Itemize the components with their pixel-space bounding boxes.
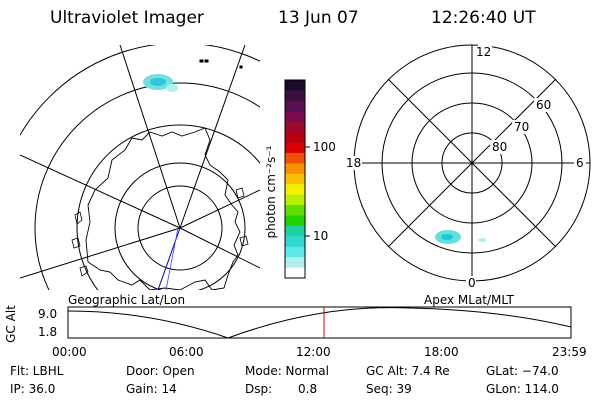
coastline bbox=[85, 127, 241, 290]
noon-meridian bbox=[157, 227, 181, 290]
meridian-line bbox=[179, 45, 246, 229]
glat-status: GLat: −74.0 bbox=[486, 364, 559, 378]
x-tick-label: 12:00 bbox=[296, 345, 331, 359]
latitude-circle bbox=[137, 185, 223, 271]
label-bg bbox=[534, 98, 554, 112]
gain-status: Gain: 14 bbox=[126, 382, 177, 396]
meridian-line bbox=[20, 227, 181, 279]
colorbar-cell bbox=[285, 184, 305, 196]
geographic-map bbox=[20, 45, 260, 290]
colorbar-units: photon cm⁻²s⁻¹ bbox=[264, 145, 278, 239]
mlt-label-18: 18 bbox=[346, 156, 361, 170]
timeline-axis-title: GC Alt bbox=[4, 305, 18, 343]
dot-mark bbox=[239, 65, 243, 69]
mlt-label-12: 12 bbox=[476, 45, 491, 59]
meridian-line bbox=[179, 189, 260, 229]
label-bg bbox=[478, 44, 492, 58]
colorbar-cell bbox=[285, 194, 305, 206]
colorbar-cell bbox=[285, 246, 305, 258]
colorbar-cell bbox=[285, 111, 305, 123]
instrument-title: Ultraviolet Imager bbox=[50, 8, 204, 28]
right-panel-caption: Apex MLat/MLT bbox=[424, 293, 514, 307]
colorbar bbox=[284, 79, 310, 279]
left-panel-caption: Geographic Lat/Lon bbox=[68, 293, 186, 307]
dash-mark bbox=[204, 59, 209, 63]
filter-status: Flt: LBHL bbox=[10, 364, 64, 378]
colorbar-cell bbox=[285, 163, 305, 175]
mlat-label-70: 70 bbox=[514, 120, 529, 134]
gc-alt-status: GC Alt: 7.4 Re bbox=[366, 364, 450, 378]
colorbar-cell bbox=[285, 142, 305, 154]
door-status: Door: Open bbox=[126, 364, 195, 378]
label-bg bbox=[344, 156, 362, 170]
mlt-label-6: 6 bbox=[576, 156, 584, 170]
altitude-curve bbox=[67, 307, 572, 339]
altitude-timeline bbox=[67, 306, 572, 339]
glon-status: GLon: 114.0 bbox=[486, 382, 559, 396]
time-label: 12:26:40 UT bbox=[431, 8, 536, 28]
latitude-circle bbox=[114, 162, 246, 290]
colorbar-cell bbox=[285, 152, 305, 164]
colorbar-frame bbox=[284, 79, 306, 279]
colorbar-cell bbox=[285, 225, 305, 237]
colorbar-cell bbox=[285, 121, 305, 133]
x-tick-label: 06:00 bbox=[169, 345, 204, 359]
y-tick-label: 9.0 bbox=[38, 307, 58, 321]
x-tick-label: 23:59 bbox=[552, 345, 587, 359]
colorbar-cell bbox=[285, 215, 305, 227]
dsp-label: Dsp: bbox=[245, 382, 273, 396]
meridian-line bbox=[179, 227, 260, 269]
label-bg bbox=[512, 120, 532, 134]
aurora-core bbox=[441, 234, 453, 240]
label-bg bbox=[574, 156, 586, 170]
mlt-label-0: 0 bbox=[468, 276, 476, 290]
coastline-islands bbox=[71, 187, 249, 277]
meridian-line bbox=[20, 154, 181, 229]
timeline-frame bbox=[67, 306, 572, 339]
x-tick-label: 00:00 bbox=[52, 345, 87, 359]
mlat-label-80: 80 bbox=[492, 140, 507, 154]
x-tick-label: 18:00 bbox=[424, 345, 459, 359]
date-label: 13 Jun 07 bbox=[278, 8, 359, 28]
mode-status: Mode: Normal bbox=[245, 364, 329, 378]
dash-mark bbox=[199, 59, 204, 63]
colorbar-cell bbox=[285, 205, 305, 216]
midnight-meridian bbox=[165, 227, 179, 290]
label-bg bbox=[466, 276, 476, 290]
colorbar-tick-label: 10 bbox=[313, 229, 329, 243]
label-bg bbox=[490, 140, 510, 154]
colorbar-cell bbox=[285, 173, 305, 185]
latitude-circle bbox=[34, 82, 260, 290]
aurora-emission bbox=[166, 84, 178, 92]
colorbar-tick-label: 100 bbox=[313, 140, 336, 154]
latitude-circle bbox=[76, 124, 260, 290]
colorbar-cell bbox=[285, 100, 305, 112]
dsp-value: 0.8 bbox=[298, 382, 318, 396]
colorbar-cell bbox=[285, 267, 305, 279]
polar-plot bbox=[353, 44, 591, 282]
colorbar-cell bbox=[285, 90, 305, 102]
colorbar-cell bbox=[285, 236, 305, 248]
colorbar-cell bbox=[285, 132, 305, 144]
mlt-line-diagonal bbox=[387, 78, 557, 248]
ip-status: IP: 36.0 bbox=[10, 382, 56, 396]
colorbar-cell bbox=[285, 80, 305, 91]
aurora-emission bbox=[478, 238, 486, 242]
seq-status: Seq: 39 bbox=[366, 382, 412, 396]
meridian-line bbox=[119, 45, 181, 229]
mlat-label-60: 60 bbox=[536, 98, 551, 112]
colorbar-cell bbox=[285, 257, 305, 269]
aurora-core bbox=[150, 78, 166, 86]
y-tick-label: 1.8 bbox=[38, 325, 58, 339]
